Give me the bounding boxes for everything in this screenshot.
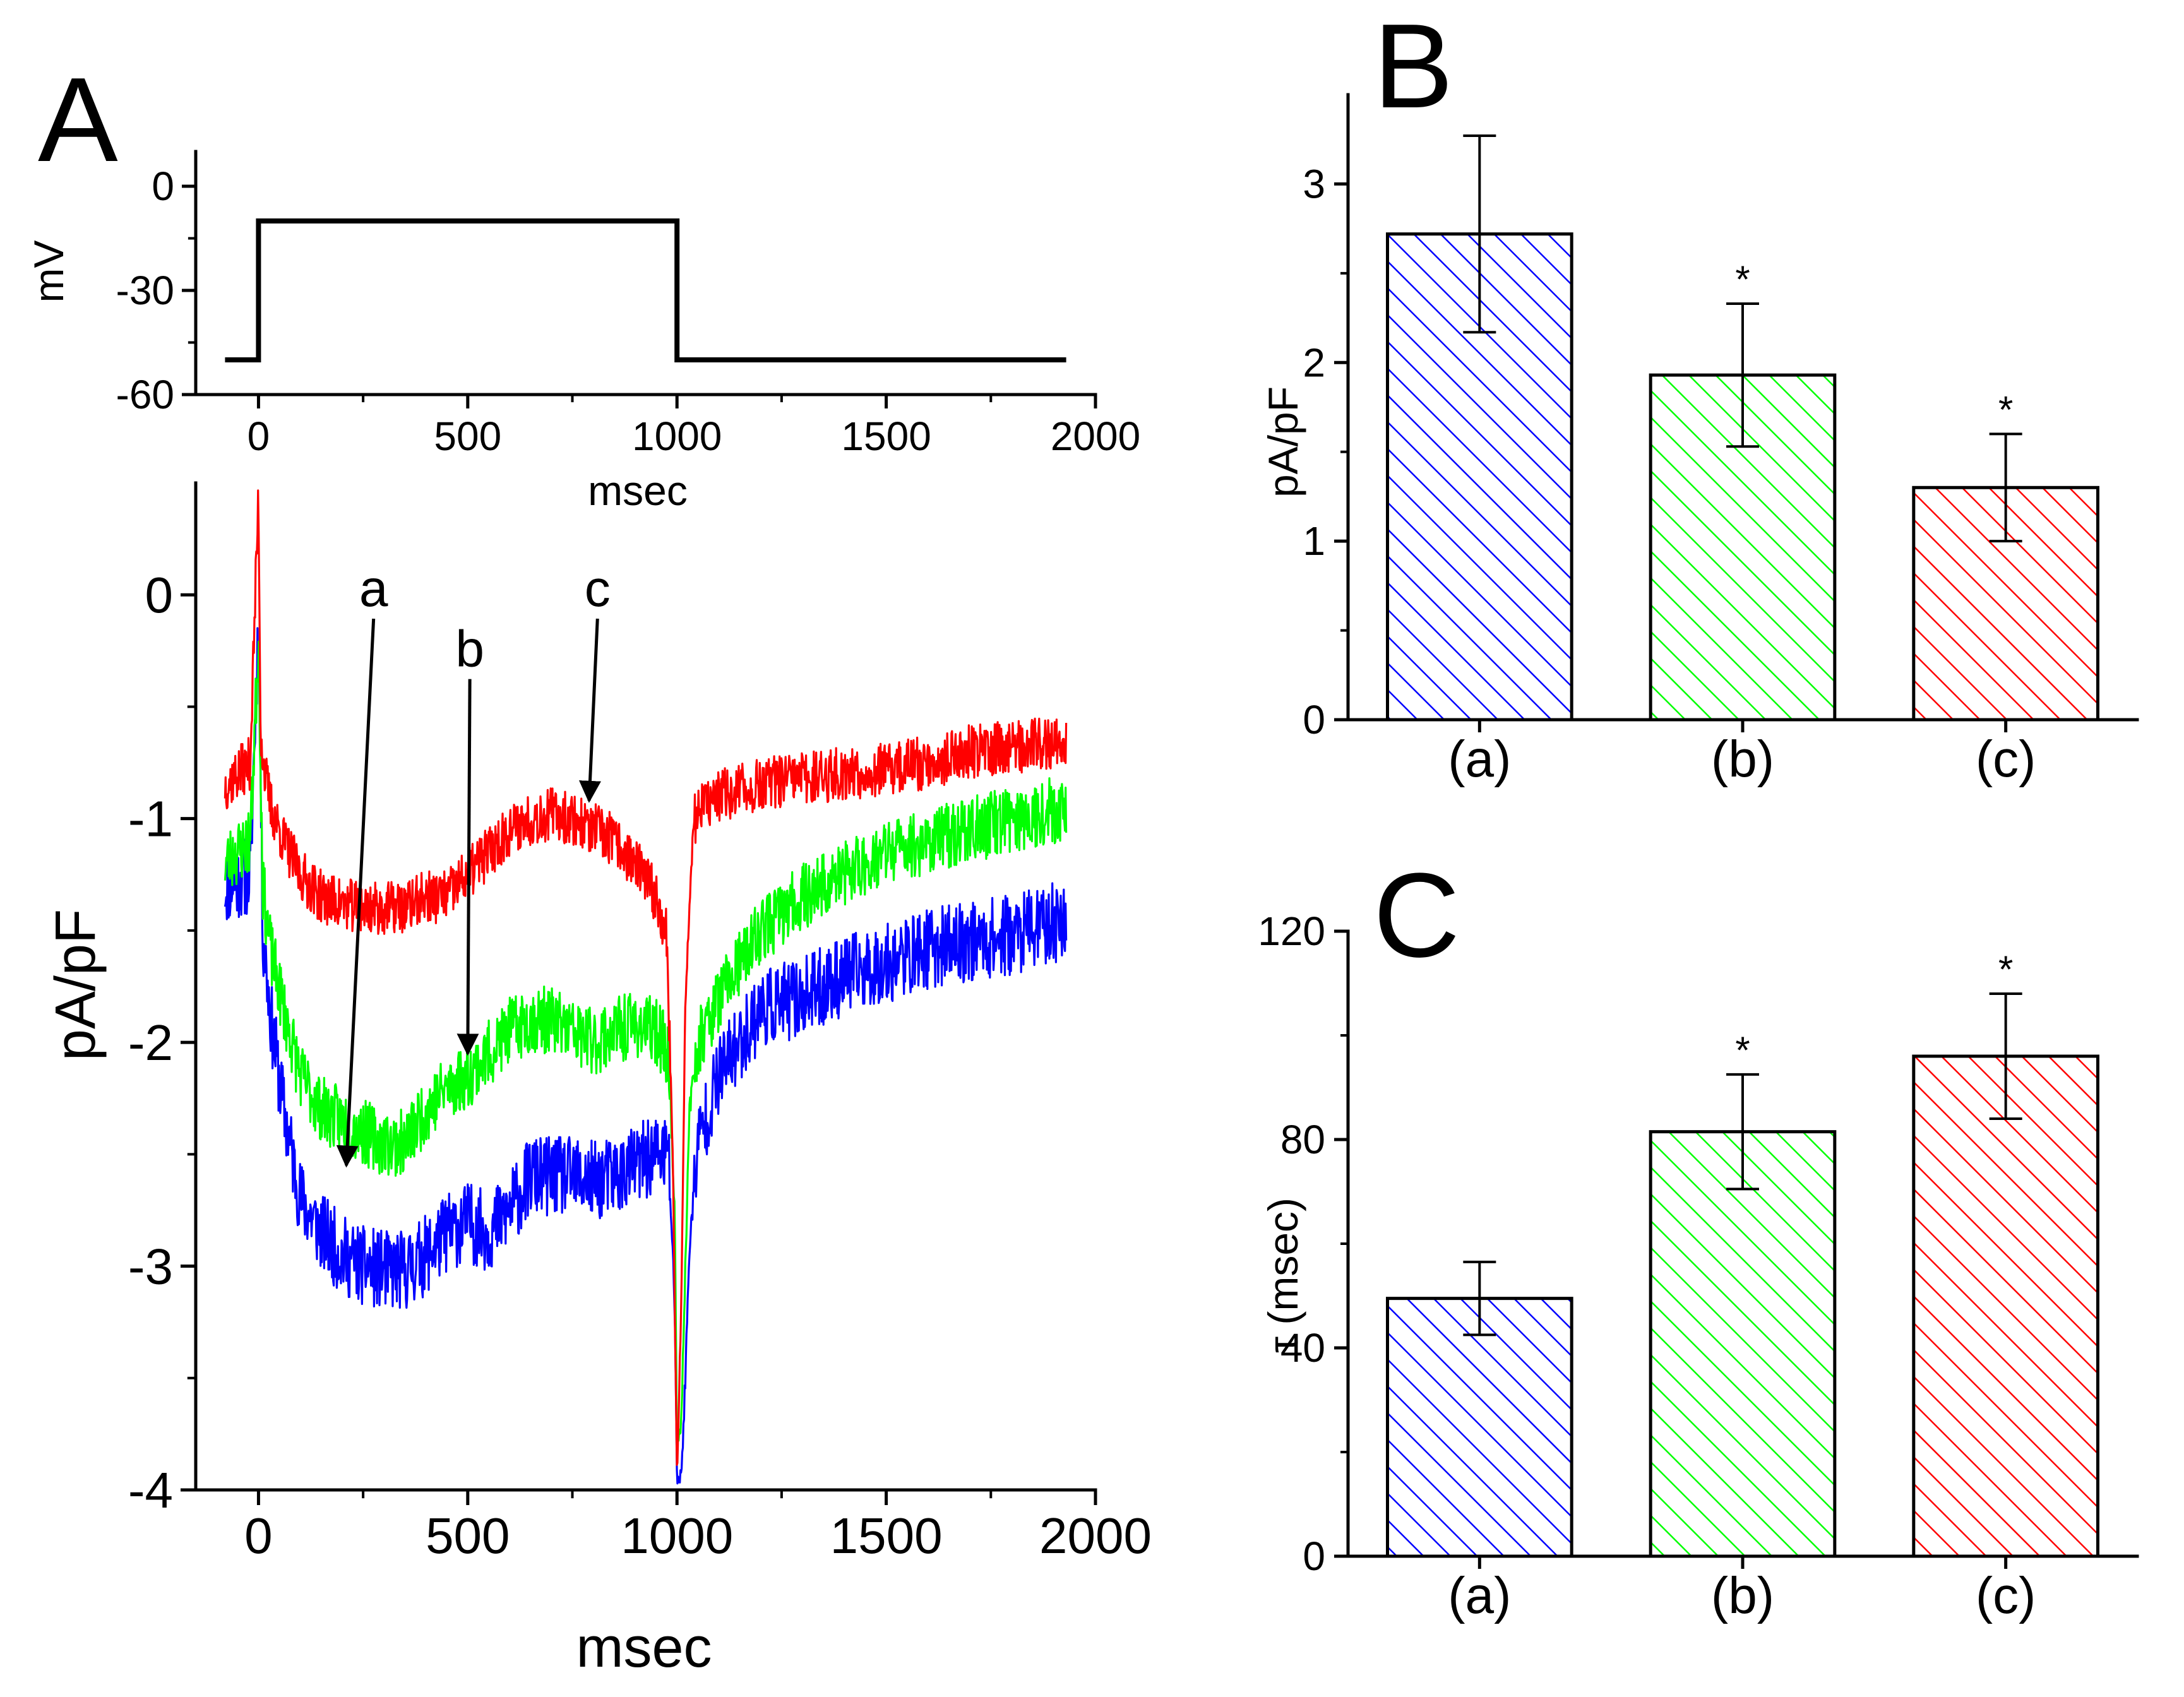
annotation-arrow-b bbox=[456, 679, 479, 1056]
y-tick-label: 0 bbox=[152, 164, 174, 209]
y-tick-label: 0 bbox=[1303, 697, 1325, 742]
y-tick-label: 0 bbox=[145, 567, 174, 623]
panel-label-c: C bbox=[1373, 848, 1460, 982]
x-tick-label: 0 bbox=[244, 1508, 273, 1564]
x-tick-label: (c) bbox=[1976, 1567, 2036, 1624]
annotation-arrow-a bbox=[336, 618, 376, 1168]
voltage-plot: 0 500 1000 1500 2000 0 -30 -60 bbox=[116, 150, 1140, 459]
significance-marker: * bbox=[1735, 258, 1750, 301]
x-tick-label: 1500 bbox=[841, 414, 931, 459]
y-tick-label: 1 bbox=[1303, 518, 1325, 564]
x-tick-label: (b) bbox=[1711, 730, 1774, 788]
significance-marker: * bbox=[1998, 388, 2013, 431]
x-tick-label: 1000 bbox=[621, 1508, 733, 1564]
y-tick-label: 80 bbox=[1280, 1117, 1325, 1162]
panel-b: B 0 1 2 3 (a) * (b) * (c) pA/pF bbox=[1260, 0, 2139, 788]
voltage-step-line bbox=[225, 218, 1066, 362]
current-ylabel: pA/pF bbox=[44, 909, 107, 1061]
current-trace-c bbox=[224, 489, 1068, 1466]
tau-ylabel: τ (msec) bbox=[1260, 1198, 1306, 1353]
y-tick-label: -3 bbox=[128, 1239, 173, 1295]
y-tick-label: -1 bbox=[128, 791, 173, 847]
bar-a bbox=[1386, 1297, 1573, 1558]
significance-marker: * bbox=[1735, 1029, 1750, 1071]
x-tick-label: (c) bbox=[1976, 730, 2036, 788]
y-tick-label: 40 bbox=[1280, 1325, 1325, 1371]
x-tick-label: 500 bbox=[426, 1508, 510, 1564]
x-tick-label: 2000 bbox=[1039, 1508, 1152, 1564]
y-tick-label: 120 bbox=[1258, 908, 1325, 954]
y-tick-label: -30 bbox=[116, 268, 175, 313]
bar-c bbox=[1912, 1054, 2099, 1558]
y-tick-label: -4 bbox=[128, 1462, 173, 1518]
voltage-xlabel: msec bbox=[588, 467, 688, 514]
x-tick-label: 0 bbox=[248, 414, 270, 459]
panel-a-top: A 0 500 1000 1500 2000 0 -30 -60 msec mV bbox=[25, 53, 1140, 514]
panel-c: C 0 40 80 120 (a) * (b) * (c) τ (msec) bbox=[1258, 848, 2139, 1624]
peak-current-bar-chart: 0 1 2 3 (a) * (b) * (c) bbox=[1303, 93, 2139, 788]
x-tick-label: 1500 bbox=[830, 1508, 943, 1564]
x-tick-label: (a) bbox=[1448, 1567, 1511, 1624]
x-tick-label: (a) bbox=[1448, 730, 1511, 788]
significance-marker: * bbox=[1998, 948, 2013, 991]
tau-bar-chart: 0 40 80 120 (a) * (b) * (c) bbox=[1258, 908, 2139, 1624]
current-trace-b bbox=[224, 640, 1068, 1452]
current-trace-a bbox=[224, 627, 1068, 1485]
panel-a-bottom: 0 500 1000 1500 2000 0 -1 -2 -3 -4 a b c msec pA/pF bbox=[44, 481, 1152, 1679]
panel-label-b: B bbox=[1373, 0, 1453, 133]
x-tick-label: 500 bbox=[434, 414, 501, 459]
annotation-label-c: c bbox=[585, 560, 611, 617]
voltage-ylabel: mV bbox=[25, 241, 72, 303]
current-xlabel: msec bbox=[576, 1616, 712, 1679]
x-tick-label: 1000 bbox=[632, 414, 722, 459]
y-tick-label: 2 bbox=[1303, 340, 1325, 385]
panel-label-a: A bbox=[38, 53, 118, 187]
annotation-label-a: a bbox=[359, 560, 388, 617]
x-tick-label: 2000 bbox=[1051, 414, 1140, 459]
annotation-label-b: b bbox=[455, 621, 484, 678]
y-tick-label: 0 bbox=[1303, 1533, 1325, 1579]
annotation-arrow-c bbox=[578, 618, 601, 803]
current-traces-plot: 0 500 1000 1500 2000 0 -1 -2 -3 -4 a b c bbox=[128, 481, 1152, 1564]
y-tick-label: -60 bbox=[116, 372, 175, 417]
y-tick-label: 3 bbox=[1303, 161, 1325, 206]
x-tick-label: (b) bbox=[1711, 1567, 1774, 1624]
y-tick-label: -2 bbox=[128, 1015, 173, 1071]
bar-b bbox=[1649, 1130, 1837, 1558]
peak-current-ylabel: pA/pF bbox=[1260, 386, 1306, 497]
